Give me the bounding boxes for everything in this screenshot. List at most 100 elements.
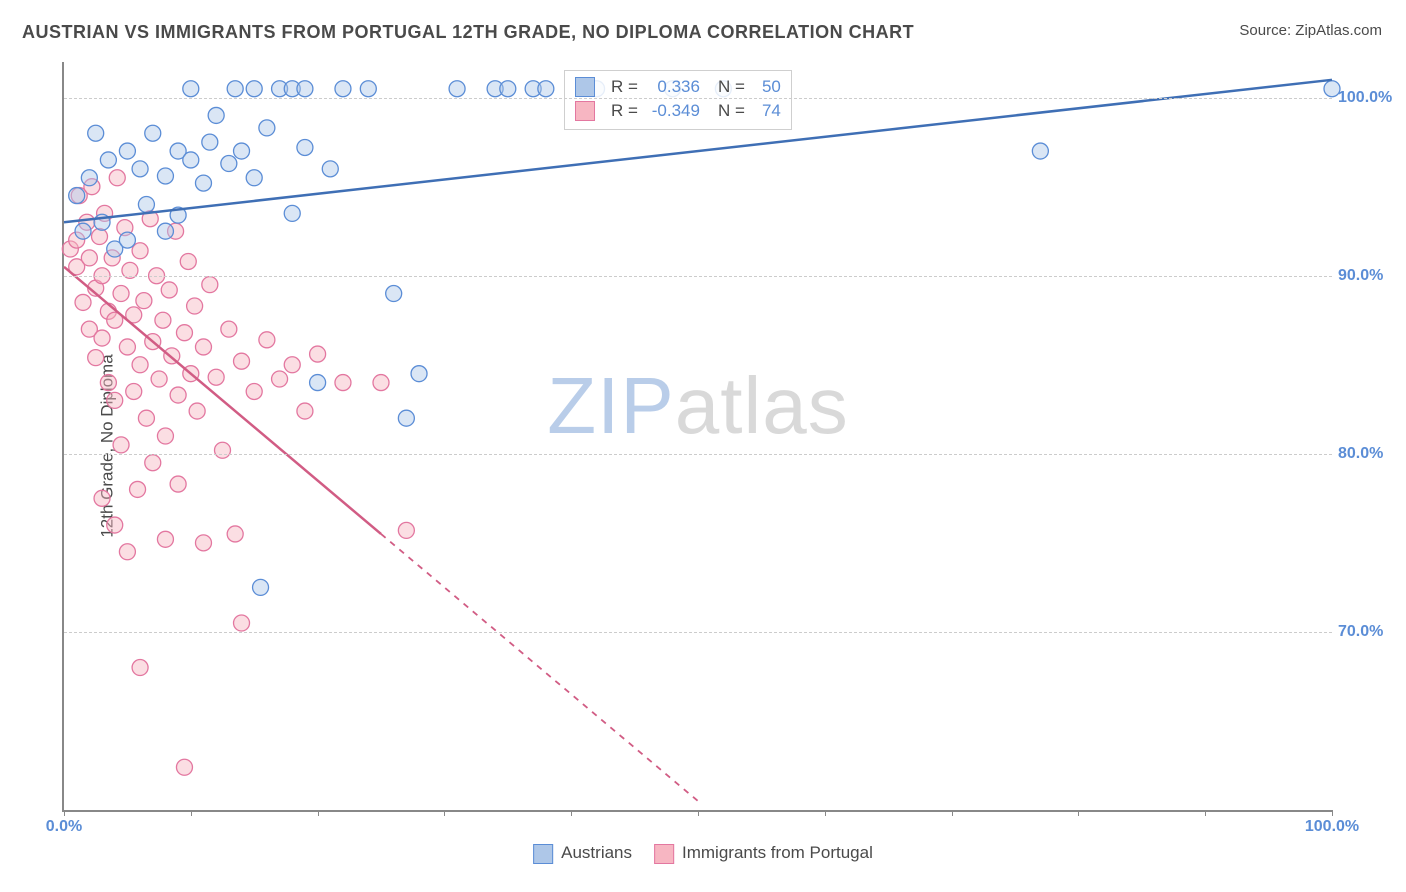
x-tick-mark	[1332, 810, 1333, 816]
r-value: -0.349	[646, 99, 700, 123]
data-point	[151, 371, 167, 387]
data-point	[119, 232, 135, 248]
data-point	[297, 81, 313, 97]
source-prefix: Source:	[1239, 22, 1295, 39]
data-point	[310, 375, 326, 391]
legend-bottom: Austrians Immigrants from Portugal	[533, 843, 873, 864]
data-point	[113, 286, 129, 302]
data-point	[234, 615, 250, 631]
data-point	[449, 81, 465, 97]
data-point	[398, 522, 414, 538]
data-point	[94, 490, 110, 506]
x-tick-label: 100.0%	[1305, 818, 1359, 836]
y-tick-label: 100.0%	[1338, 89, 1394, 107]
data-point	[259, 332, 275, 348]
x-tick-mark	[952, 810, 953, 816]
data-point	[246, 81, 262, 97]
x-tick-mark	[64, 810, 65, 816]
data-point	[155, 312, 171, 328]
data-point	[130, 481, 146, 497]
data-point	[145, 125, 161, 141]
data-point	[335, 375, 351, 391]
square-icon	[533, 844, 553, 864]
data-point	[176, 325, 192, 341]
gridline	[64, 632, 1332, 633]
source-link[interactable]: ZipAtlas.com	[1295, 22, 1382, 39]
data-point	[284, 357, 300, 373]
data-point	[187, 298, 203, 314]
gridline	[64, 454, 1332, 455]
x-tick-mark	[444, 810, 445, 816]
y-tick-label: 90.0%	[1338, 267, 1394, 285]
data-point	[132, 660, 148, 676]
x-tick-mark	[318, 810, 319, 816]
data-point	[221, 321, 237, 337]
legend-item-b: Immigrants from Portugal	[654, 843, 873, 864]
x-tick-mark	[571, 810, 572, 816]
data-point	[161, 282, 177, 298]
data-point	[189, 403, 205, 419]
gridline	[64, 98, 1332, 99]
data-point	[272, 371, 288, 387]
data-point	[335, 81, 351, 97]
data-point	[202, 134, 218, 150]
data-point	[208, 107, 224, 123]
data-point	[81, 170, 97, 186]
data-point	[92, 229, 108, 245]
data-point	[310, 346, 326, 362]
trend-line-b-dashed	[381, 534, 698, 801]
data-point	[138, 410, 154, 426]
data-point	[221, 156, 237, 172]
data-point	[1032, 143, 1048, 159]
data-point	[157, 223, 173, 239]
data-point	[94, 330, 110, 346]
stats-row: R =0.336N =50	[575, 75, 781, 99]
data-point	[119, 544, 135, 560]
y-tick-label: 80.0%	[1338, 445, 1394, 463]
data-point	[88, 350, 104, 366]
data-point	[322, 161, 338, 177]
data-point	[297, 139, 313, 155]
legend-item-a: Austrians	[533, 843, 632, 864]
data-point	[75, 223, 91, 239]
data-point	[136, 293, 152, 309]
data-point	[411, 366, 427, 382]
data-point	[113, 437, 129, 453]
data-point	[538, 81, 554, 97]
x-tick-mark	[825, 810, 826, 816]
chart-title: AUSTRIAN VS IMMIGRANTS FROM PORTUGAL 12T…	[22, 22, 914, 43]
stats-legend: R =0.336N =50R =-0.349N =74	[564, 70, 792, 130]
data-point	[119, 339, 135, 355]
data-point	[170, 476, 186, 492]
data-point	[107, 392, 123, 408]
plot-area: ZIPatlas R =0.336N =50R =-0.349N =74 70.…	[62, 62, 1332, 812]
square-icon	[575, 101, 595, 121]
stats-row: R =-0.349N =74	[575, 99, 781, 123]
data-point	[170, 387, 186, 403]
data-point	[227, 526, 243, 542]
data-point	[157, 428, 173, 444]
data-point	[107, 517, 123, 533]
x-tick-mark	[698, 810, 699, 816]
x-tick-label: 0.0%	[46, 818, 82, 836]
data-point	[234, 143, 250, 159]
data-point	[119, 143, 135, 159]
data-point	[126, 383, 142, 399]
x-tick-mark	[1078, 810, 1079, 816]
data-point	[195, 535, 211, 551]
legend-label-b: Immigrants from Portugal	[682, 843, 873, 862]
x-tick-mark	[191, 810, 192, 816]
n-value: 50	[753, 75, 781, 99]
data-point	[253, 579, 269, 595]
data-point	[195, 339, 211, 355]
data-point	[138, 196, 154, 212]
data-point	[69, 188, 85, 204]
data-point	[360, 81, 376, 97]
gridline	[64, 276, 1332, 277]
data-point	[157, 531, 173, 547]
legend-label-a: Austrians	[561, 843, 632, 862]
data-point	[88, 125, 104, 141]
data-point	[195, 175, 211, 191]
data-point	[157, 168, 173, 184]
x-tick-mark	[1205, 810, 1206, 816]
